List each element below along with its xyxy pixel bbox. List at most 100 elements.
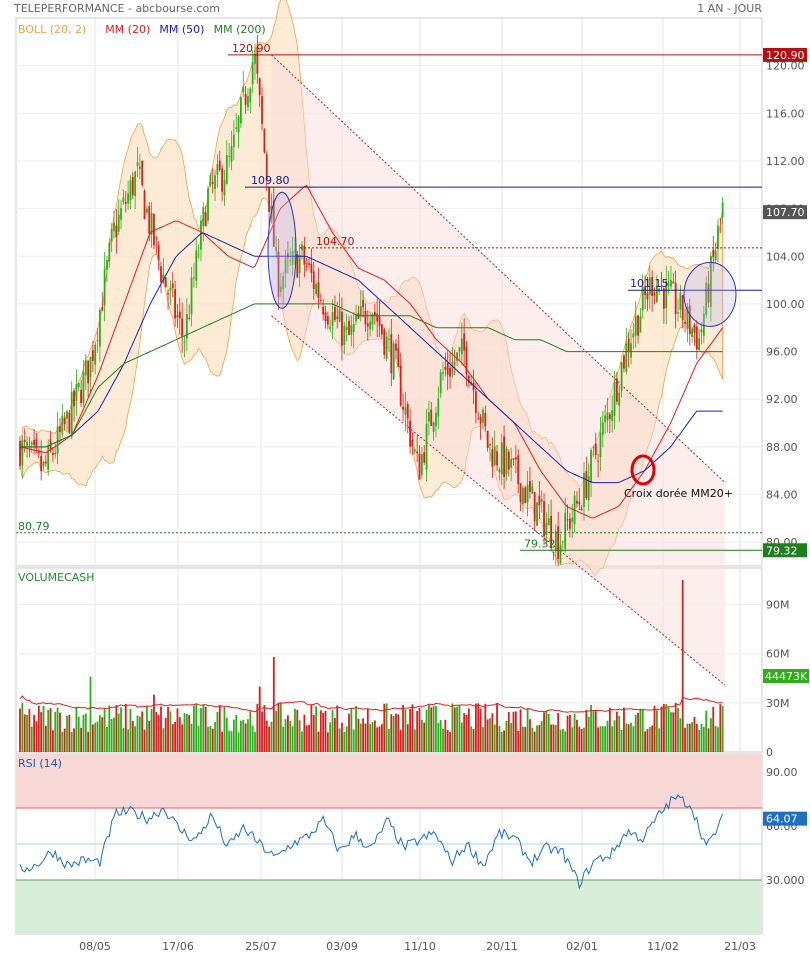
volume-bar <box>498 725 501 752</box>
volume-bar <box>195 704 198 752</box>
volume-bar <box>456 706 458 752</box>
volume-bar <box>587 716 590 752</box>
volume-bar <box>705 710 708 752</box>
candle-body <box>44 461 47 464</box>
candle-body <box>284 257 287 274</box>
volume-bar <box>712 706 715 752</box>
volume-bar <box>507 711 510 752</box>
volume-bar <box>326 732 329 752</box>
volume-bar <box>150 708 153 752</box>
volume-bar <box>444 719 447 752</box>
candle-body <box>484 412 487 427</box>
price-tick-label: 116.00 <box>766 107 805 120</box>
candle-body <box>613 381 616 416</box>
candle-body <box>425 423 428 470</box>
volume-bar <box>237 732 240 752</box>
volume-bar <box>89 676 92 752</box>
volume-last-box <box>763 669 809 683</box>
candle-body <box>59 426 61 432</box>
volume-bar <box>54 711 57 752</box>
candle-body <box>230 146 233 162</box>
volume-bar <box>590 704 592 752</box>
candle-body <box>275 246 278 251</box>
candle-body <box>47 445 50 470</box>
candle-body <box>698 338 701 351</box>
candle-body <box>124 202 127 204</box>
volume-bar <box>143 729 146 752</box>
volume-bar <box>538 725 541 752</box>
volume-bar <box>702 726 705 752</box>
x-tick-label: 02/01 <box>566 940 598 953</box>
candle-body <box>717 225 719 250</box>
volume-bar <box>569 714 571 752</box>
volume-bar <box>117 713 120 752</box>
candle-body <box>334 306 336 321</box>
volume-bar <box>254 732 256 752</box>
candle-body <box>265 154 268 181</box>
candle-body <box>345 327 348 331</box>
candle-body <box>141 160 144 186</box>
candle-body <box>597 460 599 462</box>
candle-body <box>148 206 151 234</box>
price-tick-label: 84.00 <box>766 489 798 502</box>
volume-bar <box>371 722 374 752</box>
volume-bar <box>460 722 463 752</box>
candle-body <box>639 316 642 333</box>
candle-body <box>383 329 386 355</box>
candle-body <box>399 365 402 406</box>
candle-body <box>585 471 588 499</box>
candle-body <box>30 442 33 445</box>
candle-body <box>503 436 505 478</box>
volume-bar <box>301 731 303 752</box>
candle-body <box>512 458 515 460</box>
volume-bar <box>362 718 364 752</box>
candle-body <box>446 362 449 375</box>
volume-bar <box>218 705 221 752</box>
volume-bar <box>519 709 522 752</box>
candle-body <box>261 96 263 124</box>
candle-body <box>587 476 590 501</box>
volume-bar <box>388 729 390 752</box>
candle-body <box>341 311 343 346</box>
volume-bar <box>580 729 583 752</box>
volume-bar <box>700 723 703 752</box>
volume-bar <box>200 708 202 752</box>
candle-body <box>721 202 724 218</box>
candle-body <box>244 93 247 105</box>
volume-bar <box>66 715 68 752</box>
rsi-last-box <box>763 811 807 826</box>
volume-bar <box>99 715 101 752</box>
volume-bar <box>289 720 292 752</box>
volume-bar <box>366 708 369 752</box>
candle-body <box>247 96 249 108</box>
volume-bar <box>526 708 529 752</box>
volume-bar <box>428 704 430 752</box>
candle-body <box>310 264 313 273</box>
candle-body <box>467 375 470 383</box>
candle-body <box>134 171 137 197</box>
candle-body <box>679 292 682 310</box>
candle-body <box>326 316 329 325</box>
volume-bar <box>202 704 205 752</box>
volume-bar <box>479 708 482 752</box>
volume-bar <box>164 717 167 752</box>
volume-bar <box>467 708 470 752</box>
candle-body <box>547 518 550 526</box>
candle-body <box>19 440 21 466</box>
candle-body <box>61 415 64 434</box>
volume-bar <box>70 732 73 752</box>
level-label: 104.70 <box>316 235 355 248</box>
moving-average-line <box>20 232 723 484</box>
volume-bar <box>369 724 372 752</box>
volume-bar <box>167 707 169 752</box>
candle-body <box>195 250 198 281</box>
volume-bar <box>557 713 560 752</box>
candle-body <box>235 127 238 129</box>
candle-body <box>146 208 148 213</box>
candle-body <box>371 313 374 325</box>
candle-body <box>129 180 132 201</box>
candle-body <box>75 384 78 401</box>
volume-bar <box>244 723 247 752</box>
volume-bar <box>348 713 350 752</box>
legend-item: BOLL (20, 2) <box>18 23 86 36</box>
